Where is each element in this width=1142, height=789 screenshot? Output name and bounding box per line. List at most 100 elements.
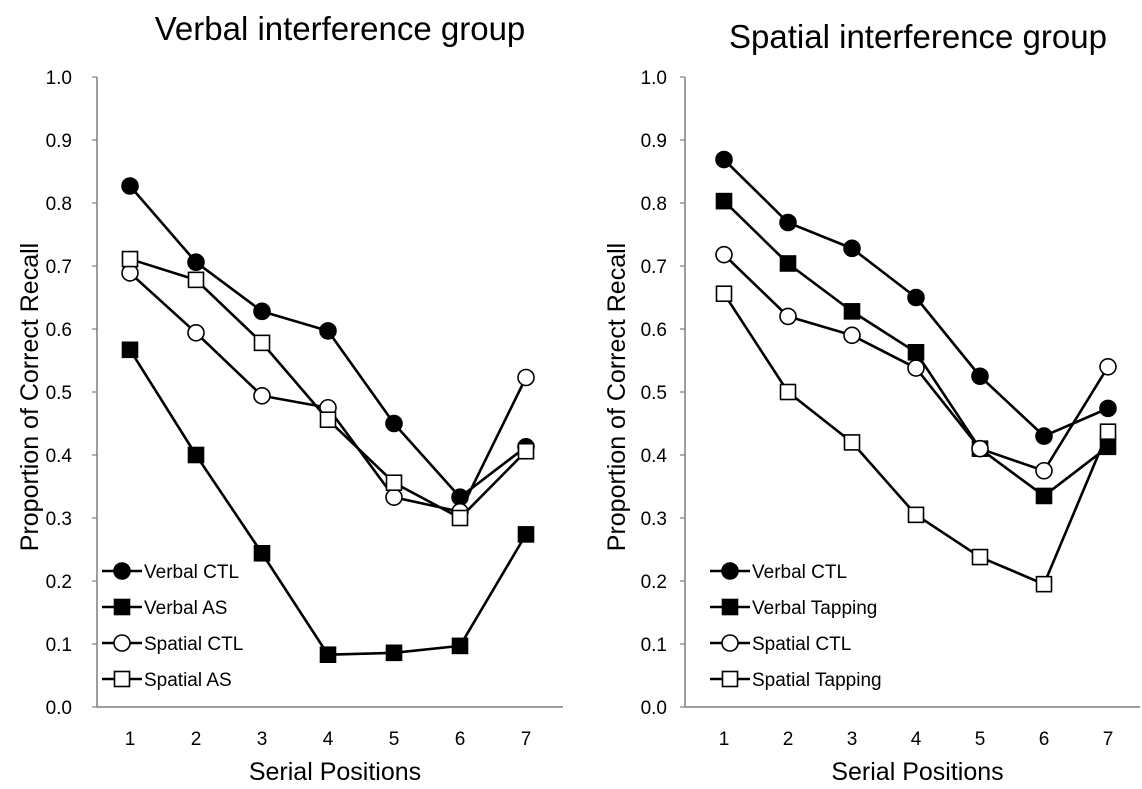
data-point [517,442,535,460]
y-tick-label: 0.8 [46,194,72,215]
y-tick-label: 1.0 [641,68,667,89]
data-point [843,434,861,451]
chart-panel-2: Spatial interference group 0.0 0.1 0.2 0.3 0.… [603,18,1140,786]
legend: Verbal CTL Verbal Tapping Spatial CTL Spati… [710,562,882,691]
data-point [385,474,403,492]
data-point [1099,357,1117,376]
data-point [779,307,797,326]
x-tick-label: 6 [455,729,466,750]
y-tick-label: 0.0 [46,698,72,719]
data-point [121,177,139,195]
y-axis-label: Proportion of Correct Recall [16,243,44,551]
data-point [187,253,205,272]
x-tick-label: 7 [521,729,532,750]
x-tick-label: 3 [847,729,858,750]
data-point [385,644,403,662]
data-point [517,526,535,543]
y-tick-label: 0.4 [46,446,73,467]
x-tick-label: 5 [975,729,986,750]
data-point [779,213,797,232]
legend-marker [721,634,739,652]
y-tick-label: 0.4 [641,446,668,467]
x-tick-label: 6 [1039,729,1050,750]
legend-marker [721,670,739,688]
y-tick-label: 0.2 [46,572,72,593]
data-point [451,509,469,527]
data-point [319,411,337,429]
data-point [715,150,733,169]
data-point [121,250,139,268]
legend-label: Verbal CTL [144,562,239,583]
series-spatial-ctl [121,264,535,521]
y-tick-label: 0.7 [641,257,667,278]
x-tick-label: 3 [257,729,268,750]
series-verbal-as [121,341,535,664]
legend-label: Spatial CTL [752,634,851,655]
y-tick-label: 0.5 [641,383,667,404]
data-point [1035,575,1053,593]
series-spatial-as [121,250,535,527]
data-point [517,368,535,387]
y-tick-label: 0.1 [46,635,72,656]
y-tick-label: 0.9 [641,131,667,152]
y-axis-label: Proportion of Correct Recall [603,243,631,551]
data-point [187,323,205,342]
data-point [385,488,403,507]
series-line [129,271,528,514]
data-point [843,239,861,258]
y-tick-label: 1.0 [46,68,72,89]
data-point [253,544,271,562]
data-point [907,288,925,307]
data-point [907,344,925,361]
data-point [451,637,469,655]
x-tick-label: 4 [323,729,334,750]
data-point [971,439,989,458]
data-point [971,548,989,566]
data-point [187,446,205,464]
y-tick-label: 0.2 [641,572,667,593]
x-tick-label: 7 [1103,729,1114,750]
data-point [779,383,797,401]
chart-title: Spatial interference group [729,18,1107,55]
data-point [843,326,861,345]
legend-marker [113,634,131,652]
y-tick-label: 0.1 [641,635,667,656]
x-tick-label: 1 [125,729,136,750]
x-axis-label: Serial Positions [249,758,421,786]
data-point [253,302,271,321]
series-line [129,257,527,520]
data-point [779,255,797,272]
x-tick-label: 2 [191,729,202,750]
y-tick-label: 0.5 [46,383,72,404]
data-point [187,271,205,289]
data-point [843,303,861,320]
data-point [319,646,337,664]
x-tick-label: 1 [719,729,730,750]
data-point [1035,461,1053,480]
legend-marker [113,670,131,688]
legend-label: Verbal AS [144,598,227,619]
data-point [907,359,925,377]
y-tick-label: 0.3 [46,509,72,530]
data-point [1035,427,1053,445]
x-tick-label: 2 [783,729,794,750]
data-point [253,334,271,352]
y-tick-label: 0.6 [641,320,667,341]
legend-label: Verbal Tapping [752,598,877,619]
legend-marker [721,562,739,580]
x-axis-label: Serial Positions [831,758,1003,786]
series-verbal-ctl [715,150,1117,445]
chart-title: Verbal interference group [155,10,526,47]
data-point [319,322,337,340]
data-point [715,192,733,210]
legend-label: Spatial Tapping [752,670,882,691]
y-tick-label: 0.9 [46,131,72,152]
x-tick-label: 4 [911,729,922,750]
y-tick-label: 0.0 [641,698,667,719]
series-spatial-ctl [715,245,1117,480]
data-point [121,341,139,359]
legend-label: Verbal CTL [752,562,847,583]
legend-marker [113,598,131,616]
legend-label: Spatial AS [144,670,232,691]
